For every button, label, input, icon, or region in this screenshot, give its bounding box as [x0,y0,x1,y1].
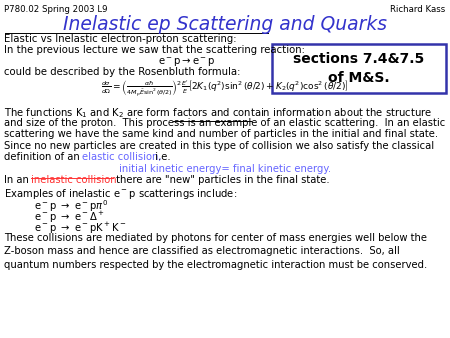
Text: Since no new particles are created in this type of collision we also satisfy the: Since no new particles are created in th… [4,141,435,151]
Text: e$^-$p$\rightarrow$e$^-$p: e$^-$p$\rightarrow$e$^-$p [158,56,215,69]
Text: These collisions are mediated by photons for center of mass energies well below : These collisions are mediated by photons… [4,233,428,270]
Text: inelastic collision: inelastic collision [31,175,116,186]
Text: and size of the proton.  This process is an example of an elastic scattering.  I: and size of the proton. This process is … [4,118,446,128]
Text: Elastic vs Inelastic electron-proton scattering:: Elastic vs Inelastic electron-proton sca… [4,34,237,44]
Text: e$^-$p $\rightarrow$ e$^-\Delta^+$: e$^-$p $\rightarrow$ e$^-\Delta^+$ [34,210,104,225]
Text: Inelastic ep Scattering and Quarks: Inelastic ep Scattering and Quarks [63,15,387,34]
Text: there are "new" particles in the final state.: there are "new" particles in the final s… [113,175,330,186]
FancyBboxPatch shape [272,44,446,93]
Text: In the previous lecture we saw that the scattering reaction:: In the previous lecture we saw that the … [4,45,306,55]
Text: The functions K$_1$ and K$_2$ are form factors and contain information about the: The functions K$_1$ and K$_2$ are form f… [4,106,433,120]
Text: Examples of inelastic e$^-$p scatterings include:: Examples of inelastic e$^-$p scatterings… [4,187,238,201]
Text: definition of an: definition of an [4,152,83,163]
Text: sections 7.4&7.5
of M&S.: sections 7.4&7.5 of M&S. [293,52,424,85]
Text: Richard Kass: Richard Kass [390,5,446,14]
Text: could be described by the Rosenbluth formula:: could be described by the Rosenbluth for… [4,67,241,77]
Text: initial kinetic energy= final kinetic energy.: initial kinetic energy= final kinetic en… [119,164,331,174]
Text: e$^-$p $\rightarrow$ e$^-$p$\pi^0$: e$^-$p $\rightarrow$ e$^-$p$\pi^0$ [34,198,108,214]
Text: e$^-$p $\rightarrow$ e$^-$pK$^+$K$^-$: e$^-$p $\rightarrow$ e$^-$pK$^+$K$^-$ [34,221,126,237]
Text: scattering we have the same kind and number of particles in the initial and fina: scattering we have the same kind and num… [4,129,439,140]
Text: In an: In an [4,175,32,186]
Text: elastic collision,: elastic collision, [82,152,162,163]
Text: $\frac{d\sigma}{d\Omega} = \left(\frac{\alpha\hbar}{4M_p\bar{E}\sin^2(\theta/2)}: $\frac{d\sigma}{d\Omega} = \left(\frac{\… [101,78,349,99]
Text: i.e.: i.e. [152,152,171,163]
Text: P780.02 Spring 2003 L9: P780.02 Spring 2003 L9 [4,5,108,14]
